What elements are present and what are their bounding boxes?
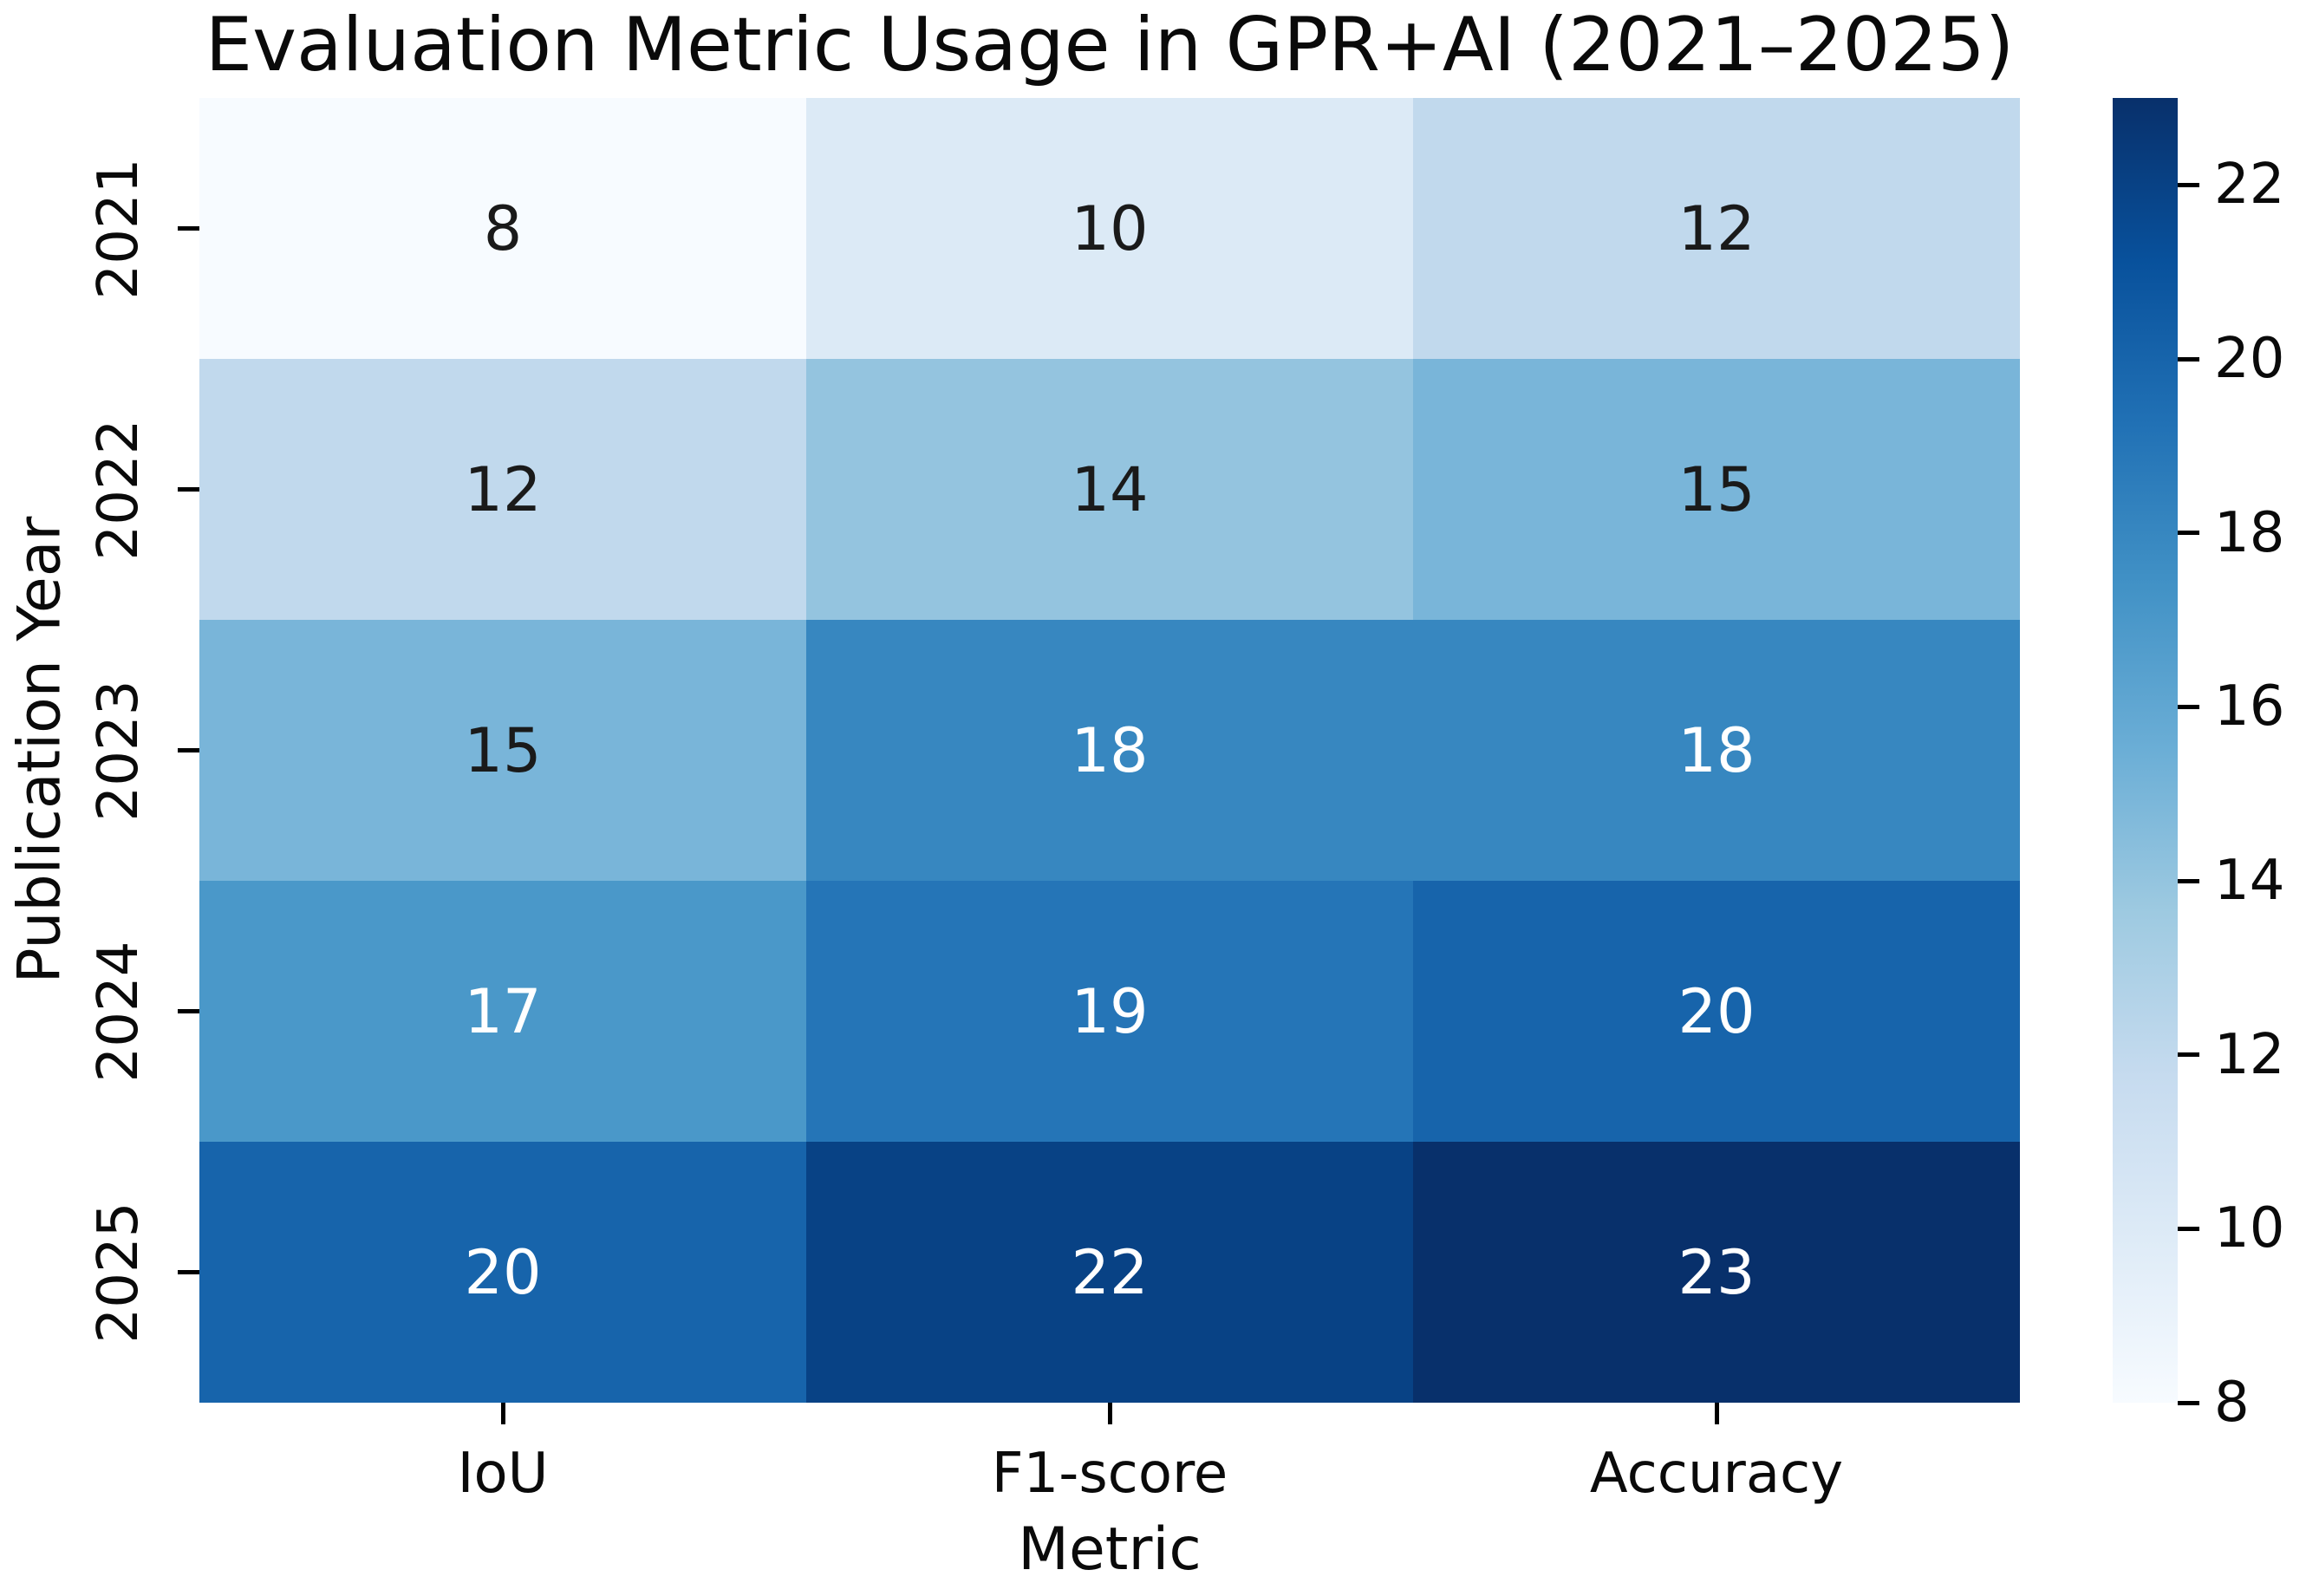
- chart-title: Evaluation Metric Usage in GPR+AI (2021–…: [205, 2, 2015, 88]
- cell-value-label: 12: [464, 453, 542, 525]
- colorbar-tick-mark: [2178, 1400, 2199, 1405]
- heatmap-grid: 8 10 12 12 14 15 15 18 18 17 19 20 20 22 23: [199, 98, 2020, 1403]
- x-axis-label: Metric: [1018, 1515, 1202, 1584]
- y-tick-mark: [178, 226, 199, 231]
- y-tick-label: 2023: [87, 680, 151, 821]
- x-tick-mark: [1107, 1403, 1112, 1424]
- heatmap-cell: 20: [199, 1142, 806, 1403]
- heatmap-cell: 20: [1413, 881, 2020, 1142]
- cell-value-label: 19: [1071, 975, 1149, 1047]
- colorbar-tick-label: 12: [2214, 1022, 2285, 1087]
- colorbar-tick-mark: [2178, 1052, 2199, 1058]
- y-tick-label: 2025: [87, 1202, 151, 1343]
- cell-value-label: 22: [1071, 1236, 1149, 1308]
- heatmap-cell: 15: [199, 620, 806, 881]
- cell-value-label: 10: [1071, 192, 1149, 264]
- colorbar-tick-label: 16: [2214, 674, 2285, 739]
- y-tick-mark: [178, 748, 199, 752]
- heatmap-cell: 14: [806, 359, 1413, 620]
- x-tick-mark: [500, 1403, 505, 1424]
- cell-value-label: 17: [464, 975, 542, 1047]
- y-tick-label: 2022: [87, 419, 151, 560]
- heatmap-cell: 19: [806, 881, 1413, 1142]
- y-tick-mark: [178, 1270, 199, 1274]
- colorbar-tick-label: 20: [2214, 327, 2285, 391]
- colorbar-tick-mark: [2178, 704, 2199, 709]
- cell-value-label: 12: [1677, 192, 1756, 264]
- cell-value-label: 14: [1071, 453, 1149, 525]
- colorbar-tick-label: 10: [2214, 1196, 2285, 1261]
- y-tick-label: 2021: [87, 158, 151, 299]
- x-tick-label: IoU: [457, 1442, 549, 1506]
- colorbar-tick-mark: [2178, 182, 2199, 187]
- cell-value-label: 20: [1677, 975, 1756, 1047]
- x-tick-label: F1-score: [991, 1442, 1228, 1506]
- cell-value-label: 15: [464, 714, 542, 786]
- y-tick-label: 2024: [87, 941, 151, 1082]
- colorbar-tick-mark: [2178, 531, 2199, 536]
- colorbar-tick-mark: [2178, 356, 2199, 362]
- heatmap-cell: 12: [199, 359, 806, 620]
- x-tick-label: Accuracy: [1589, 1442, 1844, 1506]
- colorbar-tick-label: 22: [2214, 153, 2285, 218]
- x-tick-mark: [1714, 1403, 1719, 1424]
- heatmap-cell: 15: [1413, 359, 2020, 620]
- colorbar-tick-label: 8: [2214, 1371, 2250, 1435]
- plot-area: 8 10 12 12 14 15 15 18 18 17 19 20 20 22 23: [199, 98, 2020, 1403]
- heatmap-cell: 18: [1413, 620, 2020, 881]
- heatmap-cell: 8: [199, 98, 806, 359]
- cell-value-label: 18: [1071, 714, 1149, 786]
- colorbar-tick-label: 14: [2214, 849, 2285, 913]
- heatmap-cell: 12: [1413, 98, 2020, 359]
- y-axis-label: Publication Year: [5, 516, 75, 984]
- cell-value-label: 20: [464, 1236, 542, 1308]
- cell-value-label: 15: [1677, 453, 1756, 525]
- cell-value-label: 18: [1677, 714, 1756, 786]
- colorbar-tick-mark: [2178, 1226, 2199, 1231]
- cell-value-label: 8: [483, 192, 523, 264]
- heatmap-cell: 10: [806, 98, 1413, 359]
- colorbar-tick-label: 18: [2214, 500, 2285, 565]
- y-tick-mark: [178, 487, 199, 492]
- cell-value-label: 23: [1677, 1236, 1756, 1308]
- heatmap-cell: 18: [806, 620, 1413, 881]
- y-tick-mark: [178, 1009, 199, 1013]
- heatmap-cell: 23: [1413, 1142, 2020, 1403]
- colorbar-gradient: [2113, 98, 2178, 1403]
- colorbar-tick-mark: [2178, 878, 2199, 883]
- heatmap-cell: 17: [199, 881, 806, 1142]
- heatmap-cell: 22: [806, 1142, 1413, 1403]
